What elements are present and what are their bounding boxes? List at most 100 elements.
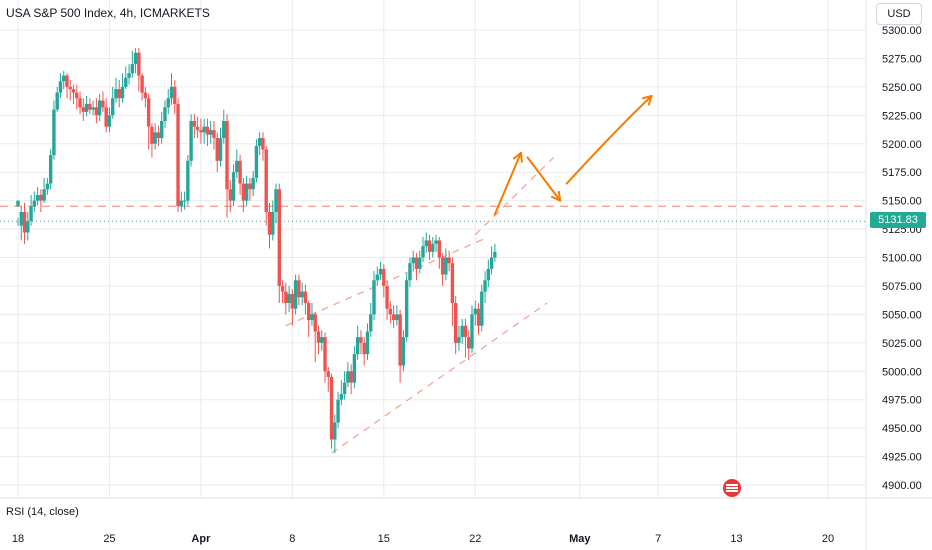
candle-body — [150, 126, 154, 144]
candle — [205, 118, 210, 147]
candle — [342, 371, 347, 400]
candle-body — [192, 121, 197, 127]
time-tick-label: May — [569, 533, 591, 545]
candle — [35, 186, 40, 206]
candle-body — [300, 291, 304, 298]
candle — [375, 266, 379, 286]
candle — [300, 282, 304, 306]
candle — [244, 175, 249, 207]
time-tick-label: 8 — [289, 533, 295, 545]
candle-body — [375, 274, 379, 281]
candle-body — [316, 331, 321, 343]
candle-body — [303, 291, 308, 303]
candle — [186, 155, 190, 206]
candle — [68, 80, 72, 101]
candle-body — [453, 303, 458, 343]
candle-body — [22, 212, 27, 233]
candle — [29, 194, 33, 226]
candle — [101, 91, 105, 112]
candle — [447, 250, 451, 272]
candle-body — [163, 107, 167, 121]
candle-body — [169, 86, 174, 99]
candle — [209, 121, 213, 144]
candle-body — [329, 376, 334, 440]
candle-body — [81, 107, 86, 112]
candle-body — [78, 98, 82, 108]
candle-body — [75, 92, 79, 99]
candle-body — [306, 303, 311, 321]
candle — [235, 149, 239, 178]
candle-body — [483, 280, 487, 292]
price-tick-label: 5225.00 — [882, 110, 922, 122]
candle — [199, 118, 203, 144]
candle-body — [323, 337, 327, 372]
candle-body — [388, 308, 393, 315]
candle — [418, 250, 422, 274]
candle — [163, 100, 167, 128]
candle — [228, 180, 232, 212]
candle — [336, 391, 340, 429]
candle-body — [176, 103, 180, 207]
candle — [52, 100, 56, 160]
candle-body — [378, 268, 383, 275]
candle — [385, 280, 389, 321]
candlestick-series — [16, 48, 497, 454]
candle-body — [310, 314, 314, 321]
candle-body — [29, 206, 33, 222]
candle — [287, 285, 291, 313]
candle-body — [385, 285, 389, 309]
candle-body — [271, 212, 275, 235]
candle-body — [369, 314, 373, 332]
candle — [349, 364, 353, 394]
candle-body — [84, 103, 89, 112]
candle — [476, 303, 481, 335]
candle — [251, 171, 255, 197]
candle — [444, 248, 448, 281]
candle-body — [352, 354, 357, 383]
candle-body — [117, 89, 121, 99]
time-tick-label: 15 — [378, 533, 390, 545]
candle — [176, 98, 180, 212]
rsi-indicator-label[interactable]: RSI (14, close) — [6, 506, 79, 518]
candle-body — [467, 337, 471, 349]
candle — [120, 73, 125, 103]
candle — [372, 271, 376, 321]
candle-body — [333, 422, 337, 440]
candle-body — [297, 280, 301, 298]
candle-body — [91, 107, 95, 110]
time-tick-label: 22 — [469, 533, 481, 545]
us-flag-event-icon[interactable] — [723, 479, 741, 497]
candle-body — [107, 115, 112, 127]
candle — [94, 98, 99, 124]
candle-body — [228, 189, 232, 201]
candle — [65, 73, 69, 99]
projection-arrows — [493, 94, 653, 216]
candle — [404, 273, 409, 342]
candle-body — [160, 121, 164, 139]
candle — [408, 257, 412, 288]
candle — [493, 243, 497, 263]
candle — [179, 191, 184, 212]
projection-arrow-head — [641, 94, 653, 106]
candle — [355, 325, 360, 360]
time-tick-label: 20 — [822, 533, 834, 545]
candle-body — [444, 257, 448, 275]
candle-body — [408, 263, 412, 281]
candle — [26, 212, 30, 241]
candle — [489, 246, 494, 275]
candle — [78, 91, 82, 115]
candle — [326, 366, 330, 392]
time-tick-label: 25 — [103, 533, 115, 545]
candle — [369, 303, 373, 338]
candle-body — [68, 86, 72, 90]
currency-button[interactable]: USD — [876, 3, 922, 25]
candle-body — [427, 240, 432, 252]
price-tick-label: 5050.00 — [882, 309, 922, 321]
candle — [339, 380, 344, 406]
candle — [88, 98, 92, 115]
candle-body — [349, 371, 353, 383]
candle — [434, 234, 438, 252]
candle-body — [401, 337, 406, 366]
candle-body — [179, 200, 184, 207]
